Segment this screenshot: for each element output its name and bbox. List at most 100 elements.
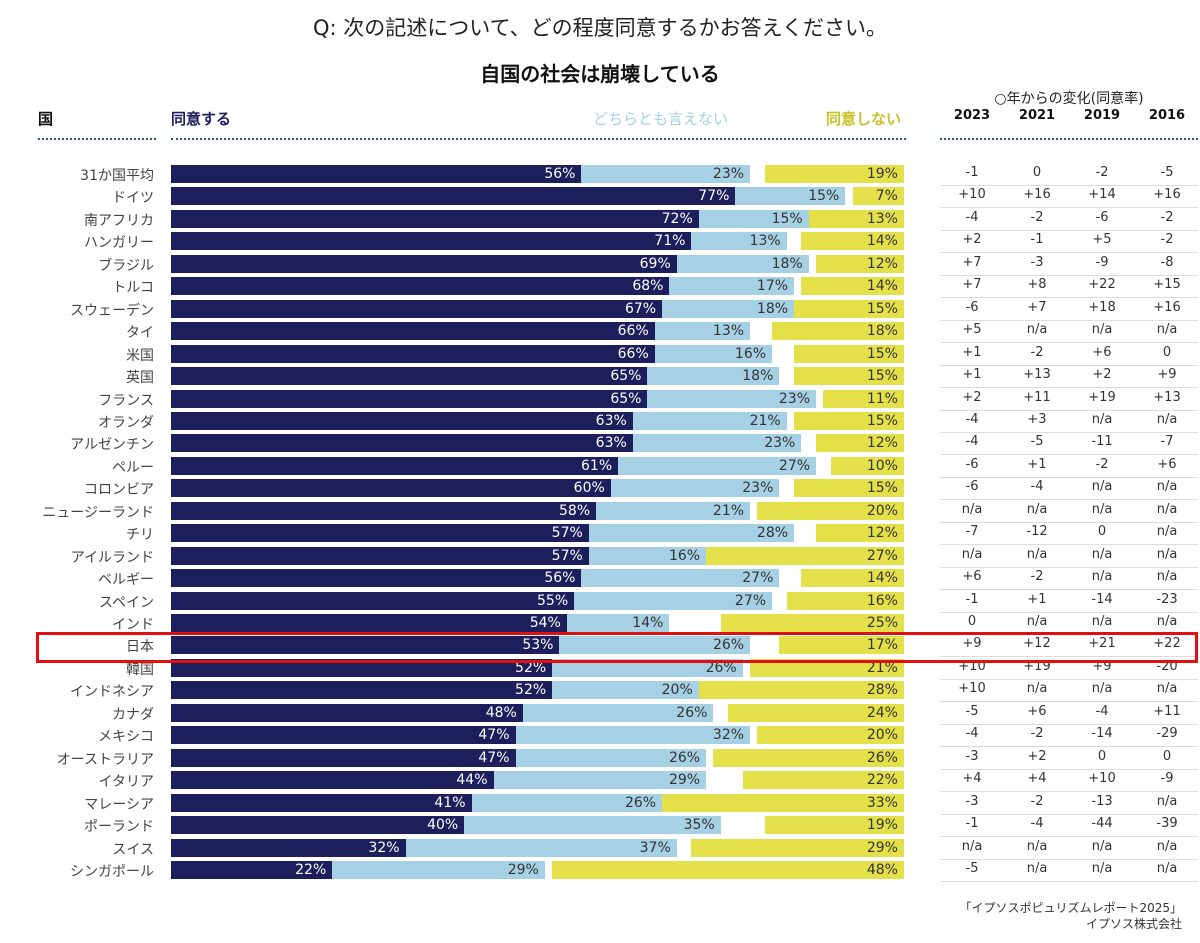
country-label: インドネシア [70,684,154,701]
table-row-divider [940,431,1198,433]
table-row-divider [940,185,1198,186]
bar-neutral: 16% [588,546,707,565]
bar-neutral: 23% [610,479,780,498]
bar-disagree: 12% [816,434,904,453]
bar-agree: 56% [171,569,582,588]
table-row-divider [940,387,1198,389]
country-label: 米国 [126,347,154,364]
bar-disagree: 10% [830,456,904,475]
bar-neutral: 13% [691,232,787,251]
header-divider [38,138,156,140]
change-cell: n/a [1156,479,1178,495]
bar-disagree: 33% [662,793,904,812]
change-cell: -4 [965,411,979,427]
country-label: ハンガリー [84,235,154,252]
country-label: マレーシア [84,796,154,813]
bar-agree: 40% [171,816,465,835]
table-row-divider [940,589,1198,591]
table-row-divider [940,858,1198,860]
table-row-divider [940,678,1198,680]
change-cell: -7 [965,524,979,540]
bar-neutral: 28% [588,524,795,543]
bar-neutral: 27% [581,569,780,588]
table-row-divider [940,723,1198,725]
country-column-header: 国 [38,110,54,128]
change-cell: -1 [1030,232,1044,248]
bar-agree: 69% [171,254,677,273]
change-cell: +1 [962,344,982,360]
country-label: トルコ [112,280,154,297]
table-row-divider [940,880,1198,882]
year-header-2021: 2021 [1018,108,1056,123]
table-row-divider [940,611,1198,613]
change-cell: +10 [958,187,986,203]
bar-agree: 63% [171,411,633,430]
bar-disagree: 29% [691,838,904,857]
change-cell: n/a [1091,501,1113,517]
table-row-divider [940,342,1198,344]
bar-disagree: 14% [801,569,904,588]
change-cell: n/a [1156,501,1178,517]
bar-disagree: 19% [764,816,904,835]
change-cell: +6 [1092,344,1112,360]
bar-agree: 22% [171,860,333,879]
table-row-divider [940,566,1198,568]
change-cell: +22 [1153,636,1181,652]
bar-agree: 52% [171,658,553,677]
bar-agree: 56% [171,165,582,183]
bar-disagree: 15% [794,344,904,363]
change-cell: -5 [965,703,979,719]
change-cell: n/a [1091,546,1113,562]
bar-neutral: 26% [471,793,663,812]
bar-agree: 32% [171,838,406,857]
legend-neutral: どちらとも言えない [593,110,729,128]
bar-disagree: 48% [552,860,904,879]
change-cell: n/a [1091,322,1113,338]
change-cell: +10 [958,681,986,697]
table-row-divider [940,701,1198,703]
change-cell: n/a [1091,681,1113,697]
country-label: ニュージーランド [42,504,154,521]
change-cell: n/a [1156,546,1178,562]
bar-agree: 52% [171,681,553,700]
bar-disagree: 13% [808,209,904,228]
year-header-2016: 2016 [1148,108,1186,123]
change-cell: n/a [961,838,983,854]
bar-neutral: 18% [647,367,780,386]
change-cell: n/a [1156,411,1178,427]
country-label: オーストラリア [56,751,154,768]
change-cell: -3 [1030,254,1044,270]
table-row-divider [940,476,1198,478]
country-label: スペイン [98,594,154,611]
country-label: カナダ [112,706,154,723]
table-row-divider [940,207,1198,209]
table-row-divider [940,656,1198,658]
country-label: 31か国平均 [80,168,154,184]
bar-neutral: 23% [647,389,817,408]
change-cell: +9 [962,636,982,652]
bar-neutral: 27% [618,456,817,475]
change-cell: -6 [1095,209,1109,225]
country-label: メキシコ [98,729,154,746]
bar-agree: 55% [171,591,575,610]
bar-disagree: 14% [801,277,904,296]
bar-disagree: 25% [720,614,904,632]
change-cell: +13 [1153,389,1181,405]
bar-neutral: 21% [632,411,787,430]
change-cell: +8 [1027,277,1047,293]
change-cell: -4 [1095,703,1109,719]
source-note: 「イプソスポピュリズムレポート2025」 イプソス株式会社 [959,900,1182,932]
change-cell: n/a [1091,569,1113,585]
bar-agree: 65% [171,389,648,408]
change-cell: -11 [1091,434,1113,450]
table-row-divider [940,521,1198,523]
change-cell: 0 [1097,748,1107,764]
table-row-divider [940,746,1198,748]
bar-neutral: 18% [662,299,795,318]
bar-disagree: 26% [713,748,904,767]
japan-highlight-box [36,632,1198,663]
change-cell: -2 [1030,726,1044,742]
country-label: アルゼンチン [70,437,154,454]
bar-neutral: 29% [493,771,707,790]
change-cell: -2 [1030,344,1044,360]
